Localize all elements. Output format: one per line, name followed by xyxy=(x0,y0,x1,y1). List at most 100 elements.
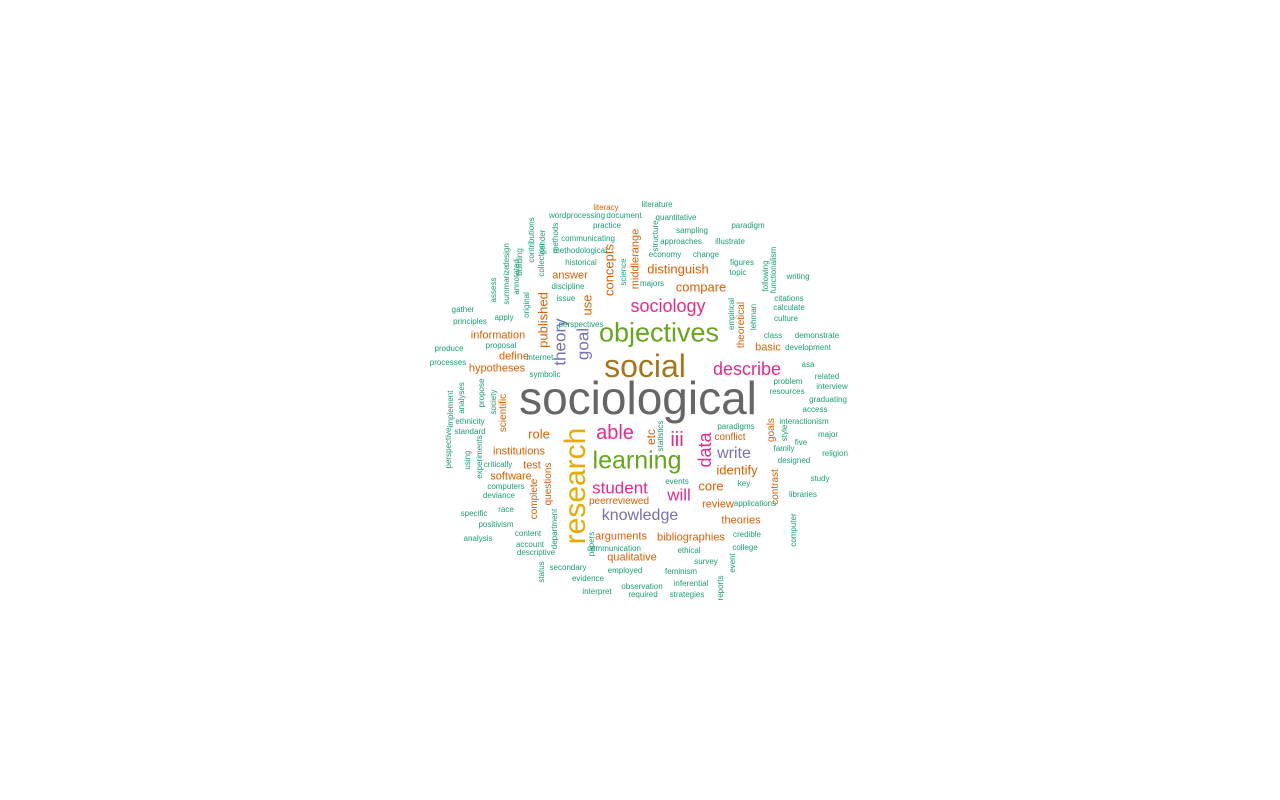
word-structure: structure xyxy=(651,220,660,252)
word-goal: goal xyxy=(573,327,593,361)
word-methods: methods xyxy=(551,222,560,254)
word-society: society xyxy=(489,389,498,415)
word-events: events xyxy=(665,477,689,486)
word-issue: issue xyxy=(556,294,576,303)
word-survey: survey xyxy=(694,557,718,566)
word-arguments: arguments xyxy=(595,530,647,543)
word-experiments: experiments xyxy=(475,435,484,479)
word-reports: reports xyxy=(716,575,725,601)
word-approaches: approaches xyxy=(660,237,702,246)
word-department: department xyxy=(550,508,559,550)
word-related: related xyxy=(814,372,840,381)
word-gather: gather xyxy=(451,305,475,314)
word-implement: implement xyxy=(446,390,455,428)
word-status: status xyxy=(537,561,546,583)
word-will: will xyxy=(667,485,691,505)
word-citations: citations xyxy=(774,294,804,303)
word-resources: resources xyxy=(769,387,805,396)
word-test: test xyxy=(523,459,541,472)
word-deviance: deviance xyxy=(482,491,516,500)
word-quantitative: quantitative xyxy=(655,213,697,222)
word-papers: papers xyxy=(587,531,596,557)
word-peerreviewed: peerreviewed xyxy=(588,496,650,507)
word-compare: compare xyxy=(675,279,727,295)
word-majors: majors xyxy=(639,279,665,288)
word-figures: figures xyxy=(729,258,755,267)
word-five: five xyxy=(794,438,808,447)
word-write: write xyxy=(717,445,751,462)
word-bibliographies: bibliographies xyxy=(657,531,725,544)
word-questions: questions xyxy=(543,462,554,506)
word-principles: principles xyxy=(453,317,487,326)
word-objectives: objectives xyxy=(598,317,720,348)
word-calculate: calculate xyxy=(773,303,805,312)
word-graduating: graduating xyxy=(809,395,847,404)
word-scientific: scientific xyxy=(498,393,509,433)
word-feminism: feminism xyxy=(664,567,698,576)
word-proposal: proposal xyxy=(485,341,517,350)
word-institutions: institutions xyxy=(493,445,545,458)
word-demonstrate: demonstrate xyxy=(794,331,840,340)
word-original: original xyxy=(522,292,531,318)
word-ethical: ethical xyxy=(677,546,701,555)
word-design: design xyxy=(502,243,511,267)
word-communicating: communicating xyxy=(561,234,615,243)
word-computers: computers xyxy=(487,482,525,491)
word-problem: problem xyxy=(773,377,803,386)
word-credible: credible xyxy=(732,530,762,539)
word-perspectives: perspectives xyxy=(558,320,604,329)
word-student: student xyxy=(592,478,648,498)
word-assess: assess xyxy=(489,277,498,303)
word-empirical: empirical xyxy=(727,297,736,331)
word-science: science xyxy=(619,258,628,286)
word-religion: religion xyxy=(822,449,848,458)
word-identify: identify xyxy=(716,462,758,478)
word-topic: topic xyxy=(729,268,747,277)
word-development: development xyxy=(785,343,831,352)
word-specific: specific xyxy=(460,509,488,518)
word-asa: asa xyxy=(801,360,815,369)
word-study: study xyxy=(810,474,830,483)
word-class: class xyxy=(763,331,783,340)
word-basic: basic xyxy=(755,341,781,354)
word-descriptive: descriptive xyxy=(516,548,556,557)
word-theories: theories xyxy=(721,514,761,527)
word-libraries: libraries xyxy=(788,490,818,499)
word-applications: applications xyxy=(733,499,777,508)
word-sociological: sociological xyxy=(519,372,757,424)
word-core: core xyxy=(698,478,724,494)
word-goals: goals xyxy=(766,418,777,442)
word-gender: gender xyxy=(538,229,547,255)
word-critically: critically xyxy=(483,460,513,469)
word-statistics: statistics xyxy=(656,420,665,452)
word-employed: employed xyxy=(607,566,643,575)
word-qualitative: qualitative xyxy=(607,551,657,564)
word-sampling: sampling xyxy=(675,226,709,235)
word-family: family xyxy=(773,444,795,453)
word-conflict: conflict xyxy=(714,432,746,443)
word-iii: iii xyxy=(670,429,684,451)
word-building: building xyxy=(515,248,524,276)
word-computer: computer xyxy=(789,513,798,547)
word-able: able xyxy=(596,422,634,444)
word-event: event xyxy=(728,553,737,573)
word-historical: historical xyxy=(565,258,597,267)
word-culture: culture xyxy=(773,314,799,323)
word-theoretical: theoretical xyxy=(736,301,747,349)
word-describe: describe xyxy=(712,359,782,379)
word-lehman: lehman xyxy=(749,303,758,331)
word-ethnicity: ethnicity xyxy=(455,417,485,426)
word-discipline: discipline xyxy=(551,282,585,291)
word-standard: standard xyxy=(454,427,486,436)
word-writing: writing xyxy=(786,272,810,281)
word-paradigms: paradigms xyxy=(717,422,755,431)
word-document: document xyxy=(606,211,642,220)
word-college: college xyxy=(732,543,758,552)
word-distinguish: distinguish xyxy=(647,261,709,277)
word-information: information xyxy=(470,329,526,342)
word-designed: designed xyxy=(777,456,811,465)
word-perspective: perspective xyxy=(444,427,453,469)
word-knowledge: knowledge xyxy=(601,507,679,524)
word-data: data xyxy=(695,432,715,468)
